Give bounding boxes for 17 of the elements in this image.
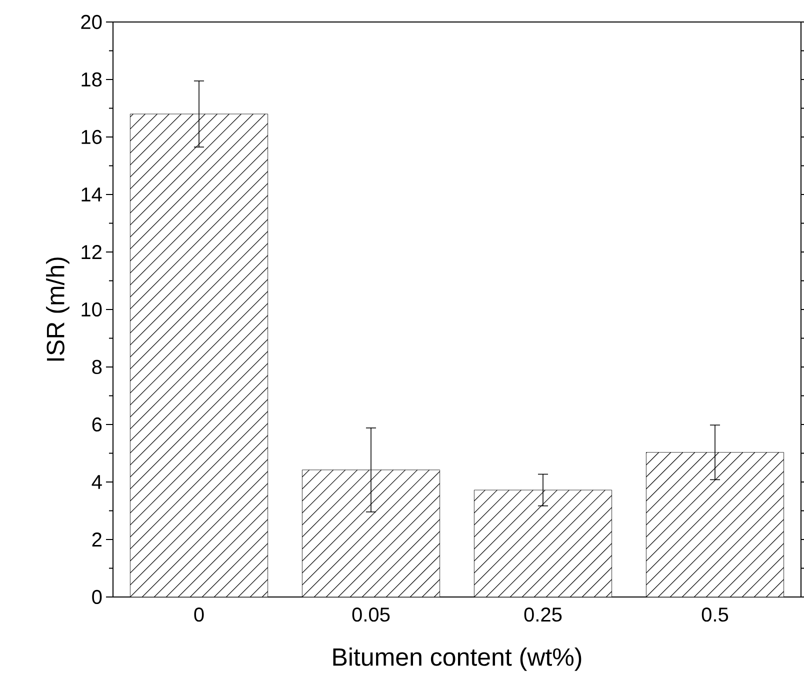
y-tick-label: 14	[82, 188, 102, 202]
x-tick-label: 0.25	[524, 608, 562, 622]
y-tick-label: 10	[82, 302, 102, 317]
y-tick-label: 0	[92, 590, 102, 604]
y-tick-label: 20	[81, 14, 102, 30]
y-tick-label: 4	[92, 475, 102, 489]
y-tick-label: 18	[82, 72, 102, 87]
x-tick-label: 0.5	[702, 608, 728, 622]
x-axis-title: Bitumen content (wt%)	[333, 648, 582, 671]
y-tick-label: 6	[92, 417, 102, 432]
x-tick-label: 0	[194, 608, 204, 622]
x-tick-label: 0.05	[352, 608, 390, 622]
y-tick-label: 12	[82, 245, 102, 259]
y-tick-label: 2	[92, 532, 102, 546]
y-tick-label: 8	[92, 360, 102, 374]
y-axis-title: ISR (m/h)	[46, 258, 70, 361]
y-tick-label: 16	[82, 130, 102, 144]
